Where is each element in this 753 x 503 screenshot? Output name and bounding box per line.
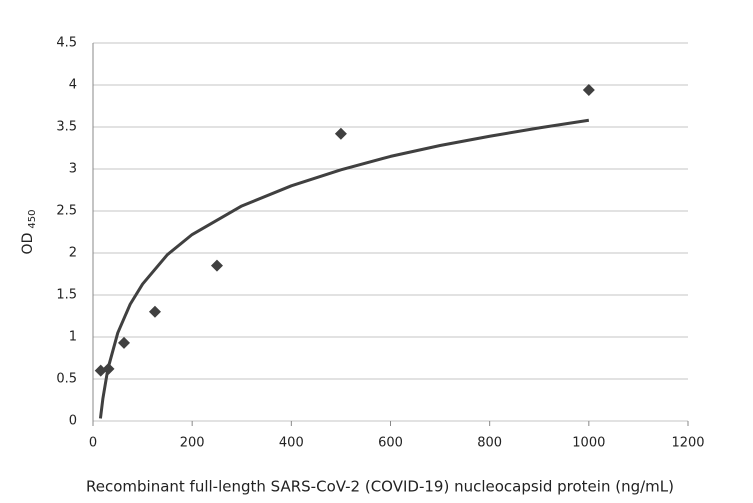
y-axis-label-sub: 450 (27, 210, 38, 229)
x-tick-label: 1200 (671, 436, 704, 451)
x-tick-label: 1000 (572, 436, 605, 451)
x-tick-label: 400 (279, 436, 304, 451)
x-tick-label: 800 (477, 436, 502, 451)
y-tick-label: 0 (69, 414, 77, 429)
x-tick-label: 200 (180, 436, 205, 451)
data-point (582, 84, 595, 97)
y-tick-label: 1.5 (56, 288, 77, 303)
y-tick-label: 3 (69, 162, 77, 177)
data-point (334, 127, 347, 140)
x-tick-label: 600 (378, 436, 403, 451)
data-point (94, 364, 107, 377)
data-point (210, 259, 223, 272)
x-tick-label: 0 (89, 436, 97, 451)
y-tick-label: 2 (69, 246, 77, 261)
data-point (117, 336, 130, 349)
y-tick-label: 4 (69, 78, 77, 93)
y-tick-label: 0.5 (56, 372, 77, 387)
data-point (148, 305, 161, 318)
y-tick-label: 3.5 (56, 120, 77, 135)
trend-line (98, 118, 590, 419)
y-tick-label: 1 (69, 330, 77, 345)
y-tick-label: 2.5 (56, 204, 77, 219)
x-axis-label: Recombinant full-length SARS-CoV-2 (COVI… (86, 478, 674, 496)
y-axis-label: OD 450 (20, 210, 38, 255)
y-tick-label: 4.5 (56, 36, 77, 51)
y-axis-label-main: OD (20, 233, 36, 255)
